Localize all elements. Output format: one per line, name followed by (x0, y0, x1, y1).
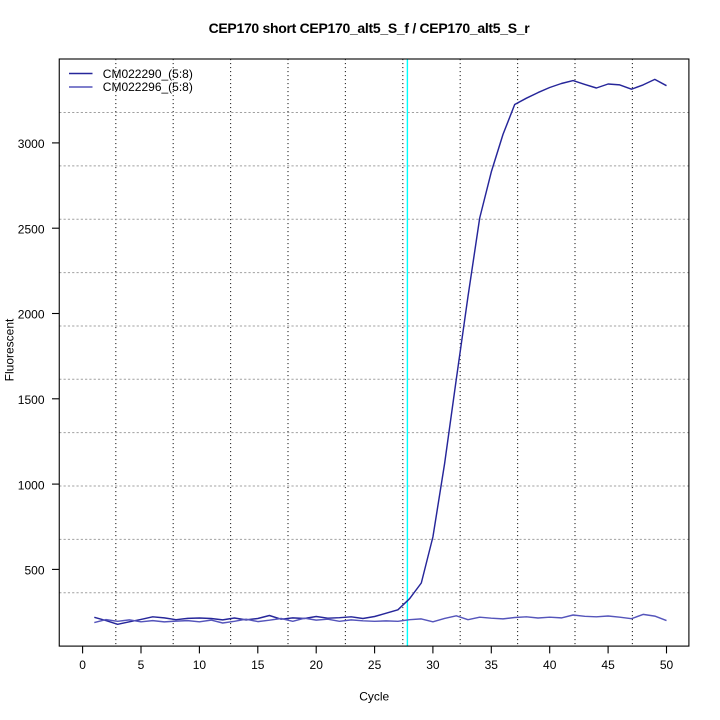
svg-text:30: 30 (426, 658, 440, 672)
svg-text:35: 35 (485, 658, 499, 672)
svg-text:1000: 1000 (18, 478, 45, 492)
svg-text:10: 10 (193, 658, 207, 672)
svg-text:40: 40 (543, 658, 557, 672)
svg-text:2500: 2500 (18, 222, 45, 236)
svg-text:Fluorescent: Fluorescent (3, 318, 17, 381)
svg-text:25: 25 (368, 658, 382, 672)
svg-text:500: 500 (24, 564, 44, 578)
svg-text:50: 50 (660, 658, 674, 672)
svg-text:5: 5 (138, 658, 145, 672)
svg-text:Cycle: Cycle (359, 690, 389, 704)
svg-text:3000: 3000 (18, 137, 45, 151)
svg-text:15: 15 (251, 658, 265, 672)
svg-text:20: 20 (310, 658, 324, 672)
svg-text:CM022296_(5:8): CM022296_(5:8) (103, 80, 193, 94)
svg-text:45: 45 (601, 658, 615, 672)
svg-text:CM022290_(5:8): CM022290_(5:8) (103, 67, 193, 81)
svg-text:CEP170 short CEP170_alt5_S_f /: CEP170 short CEP170_alt5_S_f / CEP170_al… (209, 20, 531, 36)
svg-text:1500: 1500 (18, 393, 45, 407)
svg-text:2000: 2000 (18, 308, 45, 322)
svg-text:0: 0 (79, 658, 86, 672)
